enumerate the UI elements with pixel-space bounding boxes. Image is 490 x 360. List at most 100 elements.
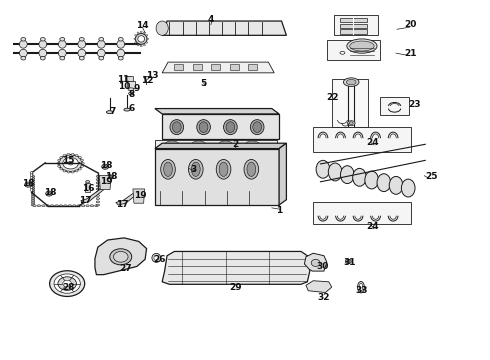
Ellipse shape <box>31 184 35 185</box>
Ellipse shape <box>147 38 148 40</box>
Ellipse shape <box>349 122 353 125</box>
Ellipse shape <box>71 153 74 156</box>
Ellipse shape <box>81 162 84 164</box>
Ellipse shape <box>42 205 45 207</box>
Ellipse shape <box>96 182 99 184</box>
Ellipse shape <box>219 162 228 176</box>
Bar <box>211 64 220 70</box>
Text: 2: 2 <box>232 140 238 149</box>
Text: 18: 18 <box>100 161 112 170</box>
Ellipse shape <box>96 204 99 206</box>
Ellipse shape <box>103 166 107 168</box>
Ellipse shape <box>156 21 168 35</box>
Ellipse shape <box>30 174 33 177</box>
Ellipse shape <box>39 49 47 57</box>
Text: 16: 16 <box>82 184 95 193</box>
Polygon shape <box>133 189 145 203</box>
Text: 7: 7 <box>109 107 116 116</box>
Ellipse shape <box>86 180 90 183</box>
Ellipse shape <box>60 37 65 41</box>
Text: 12: 12 <box>141 76 154 85</box>
Ellipse shape <box>67 153 70 156</box>
Ellipse shape <box>359 283 363 291</box>
Ellipse shape <box>328 163 342 181</box>
Ellipse shape <box>124 108 130 111</box>
Ellipse shape <box>96 195 99 196</box>
Ellipse shape <box>58 40 66 48</box>
Ellipse shape <box>30 184 33 186</box>
Ellipse shape <box>345 259 351 264</box>
Ellipse shape <box>192 141 205 147</box>
Ellipse shape <box>78 49 86 57</box>
Ellipse shape <box>96 188 99 190</box>
Text: 3: 3 <box>191 165 197 174</box>
Text: 26: 26 <box>153 255 166 264</box>
Text: 21: 21 <box>404 49 417 58</box>
Polygon shape <box>95 238 147 275</box>
Bar <box>380 97 409 114</box>
Bar <box>340 23 367 28</box>
Ellipse shape <box>102 164 109 169</box>
Ellipse shape <box>64 205 67 207</box>
Polygon shape <box>162 62 274 73</box>
Ellipse shape <box>117 40 124 48</box>
Ellipse shape <box>244 159 259 179</box>
Ellipse shape <box>96 201 99 203</box>
Text: 10: 10 <box>119 82 131 91</box>
Ellipse shape <box>31 192 35 194</box>
Ellipse shape <box>140 31 142 32</box>
Ellipse shape <box>197 120 210 135</box>
Ellipse shape <box>110 249 132 265</box>
Ellipse shape <box>58 49 66 57</box>
Ellipse shape <box>30 171 33 174</box>
Ellipse shape <box>21 37 26 41</box>
Text: 17: 17 <box>79 196 92 205</box>
Ellipse shape <box>31 196 35 198</box>
Ellipse shape <box>118 57 123 60</box>
Ellipse shape <box>144 76 149 79</box>
Ellipse shape <box>117 49 124 57</box>
Ellipse shape <box>63 170 66 172</box>
Ellipse shape <box>99 57 104 60</box>
Polygon shape <box>155 140 277 148</box>
Text: 25: 25 <box>425 172 438 181</box>
Ellipse shape <box>161 159 175 179</box>
Ellipse shape <box>78 168 81 170</box>
Ellipse shape <box>134 38 136 40</box>
Ellipse shape <box>137 32 139 33</box>
Bar <box>127 81 135 88</box>
Ellipse shape <box>54 274 80 293</box>
Ellipse shape <box>30 189 33 192</box>
Bar <box>340 18 367 22</box>
Ellipse shape <box>37 205 41 207</box>
Ellipse shape <box>128 92 133 95</box>
Ellipse shape <box>165 141 179 147</box>
Bar <box>313 127 411 152</box>
Ellipse shape <box>192 162 200 176</box>
Ellipse shape <box>96 176 99 177</box>
Ellipse shape <box>245 141 259 147</box>
Text: 5: 5 <box>200 79 207 88</box>
Text: 14: 14 <box>136 21 149 30</box>
Ellipse shape <box>96 192 99 193</box>
Ellipse shape <box>316 160 330 178</box>
Text: 15: 15 <box>62 156 75 165</box>
Ellipse shape <box>250 120 264 135</box>
Ellipse shape <box>365 171 378 189</box>
Ellipse shape <box>58 159 61 161</box>
Ellipse shape <box>49 271 85 296</box>
Ellipse shape <box>60 168 63 170</box>
Ellipse shape <box>253 122 262 132</box>
Ellipse shape <box>31 198 35 200</box>
Ellipse shape <box>59 205 63 207</box>
Ellipse shape <box>67 171 70 173</box>
Text: 18: 18 <box>105 172 117 181</box>
Ellipse shape <box>154 255 159 261</box>
Text: 31: 31 <box>343 258 356 267</box>
Ellipse shape <box>247 162 256 176</box>
Text: 18: 18 <box>22 179 34 188</box>
Ellipse shape <box>79 37 84 41</box>
Ellipse shape <box>30 179 33 182</box>
Text: 32: 32 <box>318 293 330 302</box>
Ellipse shape <box>90 205 94 207</box>
